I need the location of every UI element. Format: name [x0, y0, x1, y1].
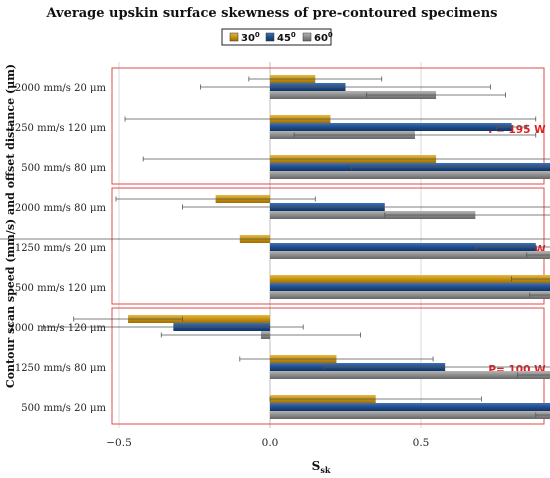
x-tick-labels: −1.5−1.0−0.50.00.51.01.52.02.5 [106, 437, 430, 449]
power-panel [111, 67, 545, 185]
category-label: 1250 mm/s 120 μm [8, 123, 106, 134]
bar [270, 283, 550, 291]
bar [270, 243, 536, 251]
category-labels: 2000 mm/s 20 μm 1250 mm/s 120 μm 500 mm/s … [8, 83, 106, 414]
bar [270, 211, 476, 219]
x-tick-label: −0.5 [106, 437, 132, 449]
bar [270, 123, 512, 131]
category-label: 1250 mm/s 80 μm [15, 363, 107, 374]
category-label: 2000 mm/s 80 μm [15, 203, 107, 214]
legend-swatch [265, 32, 275, 42]
y-axis-label: Contour scan speed (mm/s) and offset dis… [4, 64, 17, 388]
x-axis-label-sub: sk [320, 465, 331, 475]
power-panel [111, 307, 545, 425]
bar [270, 275, 550, 283]
x-axis-label-main: S [312, 459, 321, 473]
x-tick-label: 0.0 [262, 437, 279, 449]
bar [270, 411, 550, 419]
category-label: 500 mm/s 20 μm [21, 403, 106, 414]
category-label: 2000 mm/s 120 μm [8, 323, 106, 334]
category-label: 500 mm/s 80 μm [21, 163, 106, 174]
legend-swatch [302, 32, 312, 42]
category-label: 1250 mm/s 20 μm [15, 243, 107, 254]
bar [270, 171, 550, 179]
chart-title: Average upskin surface skewness of pre-c… [46, 6, 498, 21]
error-bars [0, 76, 550, 418]
bar [270, 251, 550, 259]
legend-label-sup: 0 [328, 31, 333, 39]
x-tick-label: 0.5 [413, 437, 430, 449]
category-label: 500 mm/s 120 μm [15, 283, 107, 294]
bar [270, 291, 550, 299]
bar [270, 403, 550, 411]
bar [128, 315, 270, 323]
power-panel [111, 187, 545, 305]
category-label: 2000 mm/s 20 μm [15, 83, 107, 94]
bar [270, 91, 437, 99]
legend: 300 450 600 [221, 28, 333, 46]
legend-label-sup: 0 [255, 31, 260, 39]
legend-swatch [229, 32, 239, 42]
legend-label-sup: 0 [291, 31, 296, 39]
x-axis-label: Ssk [312, 459, 331, 475]
bar [270, 371, 550, 379]
